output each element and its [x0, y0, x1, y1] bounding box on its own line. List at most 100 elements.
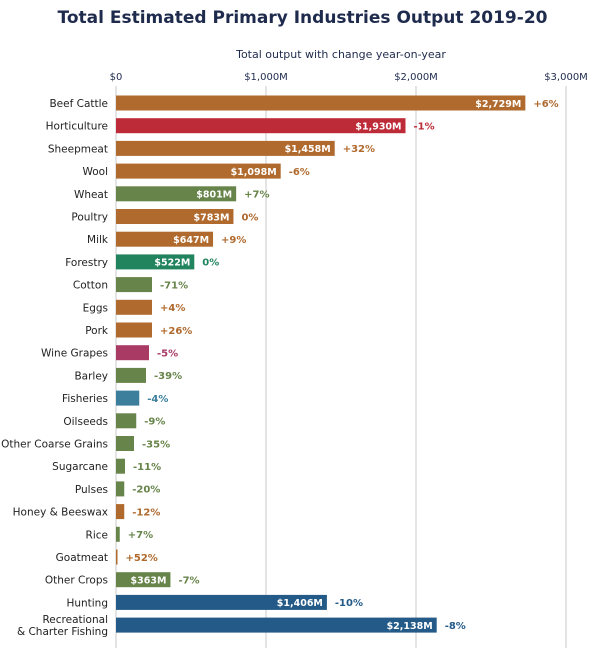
category-label: Cotton [73, 280, 108, 292]
change-label: +7% [128, 530, 153, 541]
bar-value-label: $1,458M [285, 144, 331, 155]
bar [116, 95, 526, 111]
change-label: -12% [132, 507, 160, 518]
x-axis-ticks: $0 $1,000M $2,000M $3,000M [110, 72, 588, 83]
change-label: -10% [335, 598, 363, 609]
bar [116, 345, 149, 361]
category-label: Eggs [83, 302, 108, 314]
bar-value-label: $2,729M [475, 99, 521, 110]
category-label: Other Crops [45, 575, 108, 587]
category-label: Other Coarse Grains [1, 439, 108, 451]
category-label: Rice [86, 529, 108, 541]
category-label-line: Beef Cattle [49, 98, 108, 110]
bar [116, 526, 120, 542]
change-label: +26% [160, 326, 192, 337]
change-label: -9% [144, 417, 165, 428]
bar [116, 481, 125, 497]
change-label: -1% [414, 122, 435, 133]
change-label: +7% [244, 190, 269, 201]
bar [116, 209, 234, 224]
x-tick-label: $2,000M [394, 72, 438, 83]
category-label-line: Fisheries [62, 393, 108, 405]
bar [116, 231, 214, 247]
bar [116, 118, 406, 134]
category-label-line: Wine Grapes [41, 348, 108, 360]
bar-value-label: $1,930M [355, 122, 401, 133]
category-label: Hunting [66, 597, 108, 609]
category-label-line: Honey & Beeswax [13, 507, 108, 519]
change-label: -5% [157, 349, 178, 360]
category-label-line: Oilseeds [63, 416, 108, 428]
category-label: Poultry [71, 212, 108, 224]
category-label: Honey & Beeswax [13, 507, 108, 519]
bar [116, 390, 140, 406]
x-tick-label: $1,000M [244, 72, 288, 83]
bar-value-label: $783M [194, 212, 230, 223]
category-label: Pulses [75, 484, 108, 496]
category-label-line: Wheat [74, 189, 108, 201]
category-label-line: Wool [82, 166, 108, 178]
category-label: Recreational & Charter Fishing [17, 614, 108, 638]
bar [116, 458, 125, 474]
bar [116, 322, 152, 338]
bar-value-label: $1,406M [277, 598, 323, 609]
bar [116, 617, 437, 633]
category-label-line: Pulses [75, 484, 108, 496]
bar [116, 254, 195, 270]
category-label: Horticulture [46, 121, 108, 133]
x-tick-label: $3,000M [544, 72, 588, 83]
change-label: -11% [133, 462, 161, 473]
bar [116, 186, 237, 202]
category-label-line: Cotton [73, 280, 108, 292]
change-label: 0% [241, 212, 258, 223]
change-label: +32% [343, 144, 375, 155]
category-label-line: Sugarcane [52, 461, 108, 473]
bar-value-label: $363M [131, 576, 167, 587]
bar-value-label: $2,138M [387, 621, 433, 632]
bar [116, 277, 152, 293]
category-label-line: Sheepmeat [48, 143, 108, 155]
category-label: Wool [82, 166, 108, 178]
category-label-line: Rice [86, 529, 108, 541]
bar [116, 299, 152, 315]
change-label: -71% [160, 280, 188, 291]
category-label-line: Other Crops [45, 575, 108, 587]
category-label-line: Horticulture [46, 121, 108, 133]
category-label: Sugarcane [52, 461, 108, 473]
change-label: -20% [132, 485, 160, 496]
bar [116, 572, 171, 588]
bar [116, 504, 125, 520]
change-label: +52% [126, 553, 158, 564]
change-label: -7% [178, 576, 199, 587]
category-label: Forestry [65, 257, 108, 269]
category-label-line: Other Coarse Grains [1, 439, 108, 451]
category-label: Sheepmeat [48, 143, 108, 155]
bar [116, 140, 335, 156]
category-label: Barley [74, 370, 108, 382]
category-label: Milk [87, 234, 109, 246]
category-label: Pork [85, 325, 109, 337]
bar-value-label: $522M [154, 258, 190, 269]
bar [116, 549, 118, 565]
category-label-line: Goatmeat [56, 552, 108, 564]
bar [116, 436, 134, 451]
x-tick-label: $0 [110, 72, 123, 83]
bar [116, 367, 146, 383]
bar [116, 594, 327, 610]
x-axis-title: Total output with change year-on-year [235, 48, 446, 61]
change-label: +6% [533, 99, 558, 110]
change-label: -6% [289, 167, 310, 178]
category-label-line: Eggs [83, 302, 108, 314]
category-label-line: Hunting [66, 597, 108, 609]
category-label-line: & Charter Fishing [17, 626, 108, 638]
bar [116, 163, 281, 179]
change-label: +9% [221, 235, 246, 246]
bar-value-label: $801M [196, 190, 232, 201]
category-label: Beef Cattle [49, 98, 108, 110]
change-label: +4% [160, 303, 185, 314]
chart-title: Total Estimated Primary Industries Outpu… [57, 8, 548, 28]
category-label: Wine Grapes [41, 348, 108, 360]
category-label: Goatmeat [56, 552, 108, 564]
category-label-line: Recreational [42, 614, 108, 626]
category-label: Oilseeds [63, 416, 108, 428]
